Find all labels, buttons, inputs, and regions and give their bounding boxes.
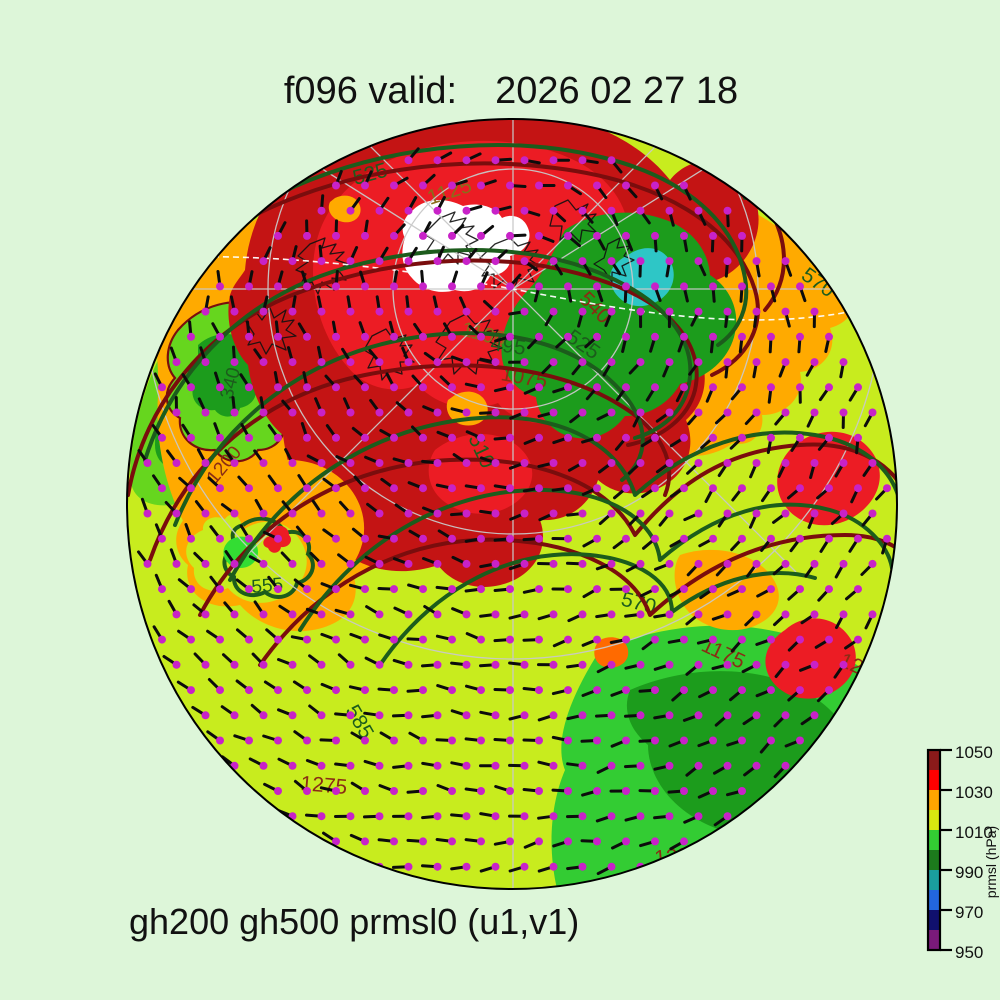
svg-text:gh200 gh500 prmsl0 (u1,v1): gh200 gh500 prmsl0 (u1,v1) <box>129 901 579 942</box>
svg-text:f096 valid:2026 02 27 18: f096 valid: 2026 02 27 18 <box>284 70 738 112</box>
svg-text:1275: 1275 <box>300 772 349 799</box>
svg-text:970: 970 <box>955 903 983 922</box>
svg-text:1050: 1050 <box>955 743 993 762</box>
svg-text:950: 950 <box>955 943 983 962</box>
svg-text:prmsl (hPa): prmsl (hPa) <box>983 826 999 898</box>
svg-text:990: 990 <box>955 863 983 882</box>
svg-text:1030: 1030 <box>955 783 993 802</box>
